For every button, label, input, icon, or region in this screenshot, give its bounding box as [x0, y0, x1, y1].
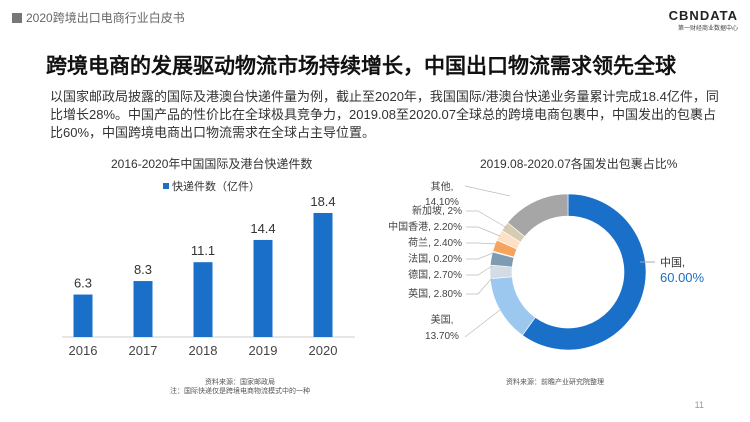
leader-line	[464, 185, 511, 197]
legend-label: 快递件数（亿件）	[172, 181, 260, 193]
leader-line	[466, 265, 493, 276]
bar-value-label: 14.4	[250, 221, 275, 236]
bar-value-label: 8.3	[134, 262, 152, 277]
bar-2019	[253, 239, 273, 337]
leader-line	[464, 309, 501, 338]
bar-2018	[193, 262, 213, 337]
slice-label: 法国, 0.20%	[408, 252, 462, 265]
donut-chart-title: 2019.08-2020.07各国发出包裹占比%	[480, 157, 678, 171]
bar-2017	[133, 281, 153, 337]
bar-value-label: 6.3	[74, 276, 92, 291]
bar-source: 资料来源：国家邮政局	[205, 379, 275, 386]
bar-value-label: 11.1	[191, 243, 215, 258]
report-header: 2020跨境出口电商行业白皮书	[12, 9, 185, 26]
slice-label: 英国, 2.80%	[408, 287, 462, 300]
leader-line	[466, 242, 498, 245]
slice-label: 荷兰, 2.40%	[408, 236, 462, 249]
slice-label-china: 中国,	[660, 256, 685, 269]
leader-line	[466, 226, 501, 237]
page-title: 跨境电商的发展驱动物流市场持续增长，中国出口物流需求领先全球	[46, 55, 676, 78]
x-tick-label: 2019	[249, 343, 278, 358]
bar-legend: 快递件数（亿件）	[163, 178, 260, 194]
slice-label: 新加坡, 2%	[412, 204, 462, 217]
bar-note: 注：国际快递仅是跨境电商物流模式中的一种	[170, 388, 310, 395]
donut-source: 资料来源：前瞻产业研究院整理	[506, 379, 604, 386]
logo-text: CBNDATA	[668, 8, 738, 23]
header-square-icon	[12, 12, 22, 23]
slice-label: 其他,	[431, 180, 454, 193]
report-title: 2020跨境出口电商行业白皮书	[26, 11, 185, 25]
body-paragraph: 以国家邮政局披露的国际及港澳台快递件量为例，截止至2020年，我国国际/港澳台快…	[50, 89, 719, 140]
x-tick-label: 2018	[189, 343, 218, 358]
slice-label: 美国,	[431, 313, 454, 326]
slice-value: 14.10%	[425, 197, 459, 208]
leader-line	[466, 210, 508, 229]
page-number: 11	[694, 400, 704, 410]
bar-chart-title: 2016-2020年中国国际及港台快递件数	[111, 157, 313, 171]
slice-label: 中国香港, 2.20%	[388, 220, 462, 233]
x-tick-label: 2020	[309, 343, 338, 358]
bar-2016	[73, 294, 93, 337]
donut-slice	[489, 276, 536, 336]
x-tick-label: 2016	[69, 343, 98, 358]
donut-slice	[489, 264, 513, 280]
logo: CBNDATA 第一财经商业数据中心	[669, 8, 738, 32]
leader-line	[466, 277, 493, 295]
slice-label: 德国, 2.70%	[408, 268, 462, 281]
leader-line	[466, 252, 494, 260]
x-tick-label: 2017	[129, 343, 158, 358]
legend-swatch	[163, 183, 169, 189]
slice-value-china: 60.00%	[660, 270, 705, 285]
logo-sub: 第一财经商业数据中心	[677, 26, 738, 32]
slice-value: 13.70%	[425, 331, 459, 342]
donut-slice	[521, 193, 647, 351]
bar-value-label: 18.4	[310, 194, 335, 209]
donut-slice	[507, 193, 569, 237]
bar-2020	[313, 212, 333, 337]
